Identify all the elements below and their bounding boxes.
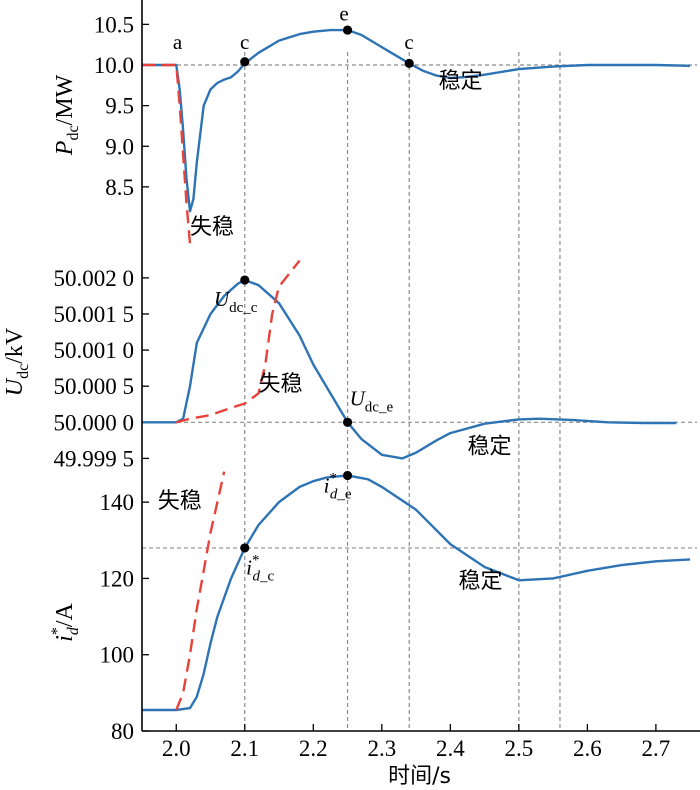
stable-curve-1 [142, 278, 677, 460]
annotation-label: 稳定 [467, 434, 511, 459]
y-tick-label: 50.001 5 [54, 302, 135, 327]
x-tick-label: 2.6 [573, 736, 602, 761]
annotation-label: 失稳 [258, 372, 302, 397]
annotation-label: i* d_e [324, 471, 352, 503]
x-tick-label: 2.0 [162, 736, 191, 761]
y-tick-label: 10.0 [94, 53, 134, 78]
marker-point [342, 470, 353, 481]
annotation-label: i* d_c [246, 553, 274, 585]
y-tick-label: 120 [100, 566, 135, 591]
unstable-curve-1 [175, 259, 301, 424]
x-tick-label: 2.4 [436, 736, 465, 761]
x-axis-label: 时间/s [388, 764, 451, 789]
marker-point [240, 57, 250, 67]
annotation-label: 失稳 [158, 489, 202, 514]
x-tick-label: 2.5 [504, 736, 533, 761]
marker-point [404, 58, 414, 68]
x-tick-label: 2.3 [367, 736, 396, 761]
y-tick-label: 9.0 [105, 134, 134, 159]
y-tick-label: 8.5 [105, 175, 134, 200]
annotation-label: c [240, 30, 249, 54]
y-axis-label: Pdc/MW [52, 74, 82, 156]
y-tick-label: 49.999 5 [54, 446, 135, 471]
y-tick-label: 9.5 [105, 94, 134, 119]
stable-curve-2 [142, 474, 691, 712]
annotation-label: a [173, 30, 183, 54]
y-tick-label: 100 [100, 643, 135, 668]
y-tick-label: 140 [100, 490, 135, 515]
y-tick-label: 50.000 5 [54, 374, 135, 399]
y-axis-label: Udc/kV [2, 327, 32, 396]
marker-point [240, 543, 250, 553]
annotation-label: Udc_e [350, 387, 394, 416]
x-tick-label: 2.1 [230, 736, 259, 761]
annotation-label: 失稳 [190, 215, 234, 240]
stable-curve-0 [142, 28, 691, 213]
annotation-label: Udc_c [214, 287, 258, 316]
annotation-label: 稳定 [459, 569, 503, 594]
annotation-label: e [339, 1, 348, 25]
x-tick-label: 2.2 [299, 736, 328, 761]
annotation-label: 稳定 [439, 69, 483, 94]
y-tick-label: 50.001 0 [54, 338, 135, 363]
unstable-curve-2 [175, 471, 226, 711]
unstable-curve-0 [142, 63, 192, 244]
marker-point [240, 275, 250, 285]
y-axis-label: i*d/A [49, 602, 82, 641]
annotation-label: c [404, 30, 413, 54]
marker-point [342, 417, 353, 427]
y-tick-label: 50.000 0 [54, 410, 135, 435]
y-tick-label: 10.5 [94, 12, 134, 37]
y-tick-label: 80 [111, 719, 134, 744]
y-tick-label: 50.002 0 [54, 266, 135, 291]
marker-point [342, 25, 353, 35]
x-tick-label: 2.7 [642, 736, 671, 761]
